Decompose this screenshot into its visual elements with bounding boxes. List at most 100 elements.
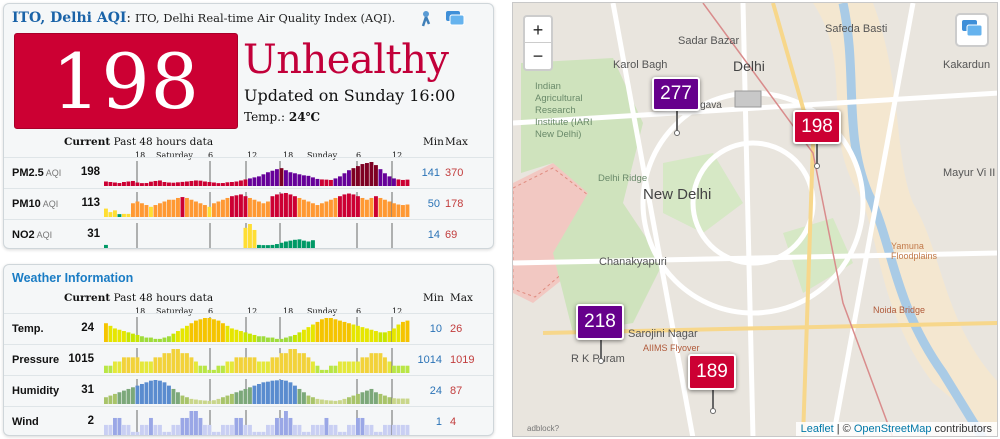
label-delhi: Delhi bbox=[733, 58, 765, 74]
chart-bar bbox=[324, 179, 329, 186]
share-icon[interactable] bbox=[419, 10, 433, 32]
time-tick: Sunday bbox=[307, 307, 338, 316]
chart-bar bbox=[297, 197, 302, 217]
chart-bar bbox=[243, 357, 248, 373]
row-name: Pressure bbox=[12, 354, 60, 366]
aqi-marker[interactable]: 189 bbox=[688, 354, 736, 390]
chart-bar bbox=[149, 181, 153, 186]
chart-bar bbox=[329, 424, 333, 435]
chart-bar bbox=[230, 424, 234, 435]
chart-bar bbox=[140, 203, 144, 217]
chart-bar bbox=[266, 337, 270, 342]
chart-bar bbox=[288, 336, 293, 342]
chart-bar bbox=[302, 392, 306, 404]
chart-bar bbox=[257, 336, 261, 342]
layers-icon bbox=[961, 19, 983, 41]
widget-icon[interactable] bbox=[445, 10, 465, 32]
aqi-time-ticks: 18 Saturday 6 12 18 Sunday 6 12 bbox=[4, 151, 493, 161]
chart-bar bbox=[117, 417, 122, 435]
chart-bar bbox=[252, 431, 257, 435]
chart-bar bbox=[306, 357, 311, 373]
aqi-marker[interactable]: 218 bbox=[576, 304, 624, 340]
chart-bar bbox=[351, 168, 356, 186]
chart-bar bbox=[288, 349, 293, 373]
chart-bar bbox=[108, 212, 113, 217]
chart-bar bbox=[315, 205, 320, 217]
row-chart bbox=[104, 192, 410, 217]
station-link[interactable]: ITO, Delhi AQI bbox=[12, 10, 127, 26]
time-tick: 6 bbox=[208, 151, 214, 160]
chart-bar bbox=[225, 395, 230, 404]
row-max: 4 bbox=[450, 416, 457, 428]
time-tick: 6 bbox=[356, 151, 362, 160]
table-row: Wind 2 1 4 bbox=[4, 406, 493, 436]
chart-bar bbox=[320, 203, 324, 217]
zoom-in-button[interactable]: + bbox=[525, 17, 551, 43]
row-name: NO2 AQI bbox=[12, 229, 53, 241]
chart-bar bbox=[207, 400, 212, 404]
chart-bar bbox=[365, 163, 369, 186]
label-sadar-bazar: Sadar Bazar bbox=[678, 35, 740, 47]
chart-bar bbox=[396, 324, 401, 342]
chart-bar bbox=[284, 193, 288, 217]
chart-bar bbox=[117, 329, 122, 342]
chart-bar bbox=[126, 357, 131, 373]
chart-bar bbox=[306, 431, 311, 435]
chart-bar bbox=[311, 397, 315, 404]
chart-bar bbox=[153, 424, 158, 435]
chart-bar bbox=[234, 181, 239, 186]
row-name: Temp. bbox=[12, 323, 44, 335]
chart-bar bbox=[189, 199, 194, 217]
chart-bar bbox=[374, 353, 378, 373]
aqi-panel: ITO, Delhi AQI: ITO, Delhi Real-time Air… bbox=[3, 3, 494, 249]
osm-link[interactable]: OpenStreetMap bbox=[853, 423, 932, 435]
row-max: 370 bbox=[445, 167, 464, 179]
chart-bar bbox=[297, 332, 302, 342]
chart-bar bbox=[279, 417, 284, 435]
chart-bar bbox=[302, 329, 306, 342]
chart-bar bbox=[369, 388, 374, 404]
chart-bar bbox=[225, 325, 230, 342]
layers-button[interactable] bbox=[955, 13, 989, 47]
chart-bar bbox=[401, 205, 405, 217]
chart-bar bbox=[360, 392, 365, 404]
chart-bar bbox=[396, 204, 401, 217]
chart-bar bbox=[383, 357, 387, 373]
chart-bar bbox=[122, 182, 126, 186]
chart-bar bbox=[176, 349, 180, 373]
chart-bar bbox=[117, 183, 122, 186]
table-row: Temp. 24 10 26 bbox=[4, 313, 493, 343]
aqi-min-header: Min bbox=[423, 136, 444, 148]
chart-bar bbox=[297, 174, 302, 186]
chart-bar bbox=[324, 201, 329, 217]
chart-bar bbox=[104, 181, 108, 186]
leaflet-link[interactable]: Leaflet bbox=[800, 423, 834, 435]
aqi-map[interactable]: + − Sadar Bazar Safeda Basti Karol Bagh … bbox=[512, 2, 998, 437]
chart-bar bbox=[162, 201, 167, 217]
row-min: 24 bbox=[429, 385, 442, 397]
chart-bar bbox=[279, 193, 284, 217]
chart-bar bbox=[189, 398, 194, 404]
map-attribution: Leaflet | © OpenStreetMap contributors bbox=[795, 422, 997, 436]
row-name: PM10 AQI bbox=[12, 198, 59, 210]
chart-bar bbox=[288, 382, 293, 404]
chart-bar bbox=[225, 361, 230, 373]
aqi-marker[interactable]: 277 bbox=[652, 77, 700, 111]
chart-bar bbox=[369, 424, 374, 435]
row-chart bbox=[104, 348, 410, 373]
chart-bar bbox=[189, 323, 194, 342]
label-sarojini: Sarojini Nagar bbox=[628, 328, 698, 340]
aqi-marker[interactable]: 198 bbox=[793, 110, 841, 144]
chart-bar bbox=[306, 327, 311, 342]
row-chart bbox=[104, 161, 410, 186]
chart-bar bbox=[180, 181, 185, 186]
chart-bar bbox=[369, 197, 374, 217]
zoom-out-button[interactable]: − bbox=[532, 46, 544, 66]
chart-bar bbox=[104, 365, 108, 373]
chart-bar bbox=[401, 424, 405, 435]
chart-bar bbox=[356, 325, 360, 342]
chart-bar bbox=[149, 361, 153, 373]
chart-bar bbox=[207, 424, 212, 435]
chart-bar bbox=[279, 242, 284, 248]
row-current: 24 bbox=[81, 322, 94, 334]
